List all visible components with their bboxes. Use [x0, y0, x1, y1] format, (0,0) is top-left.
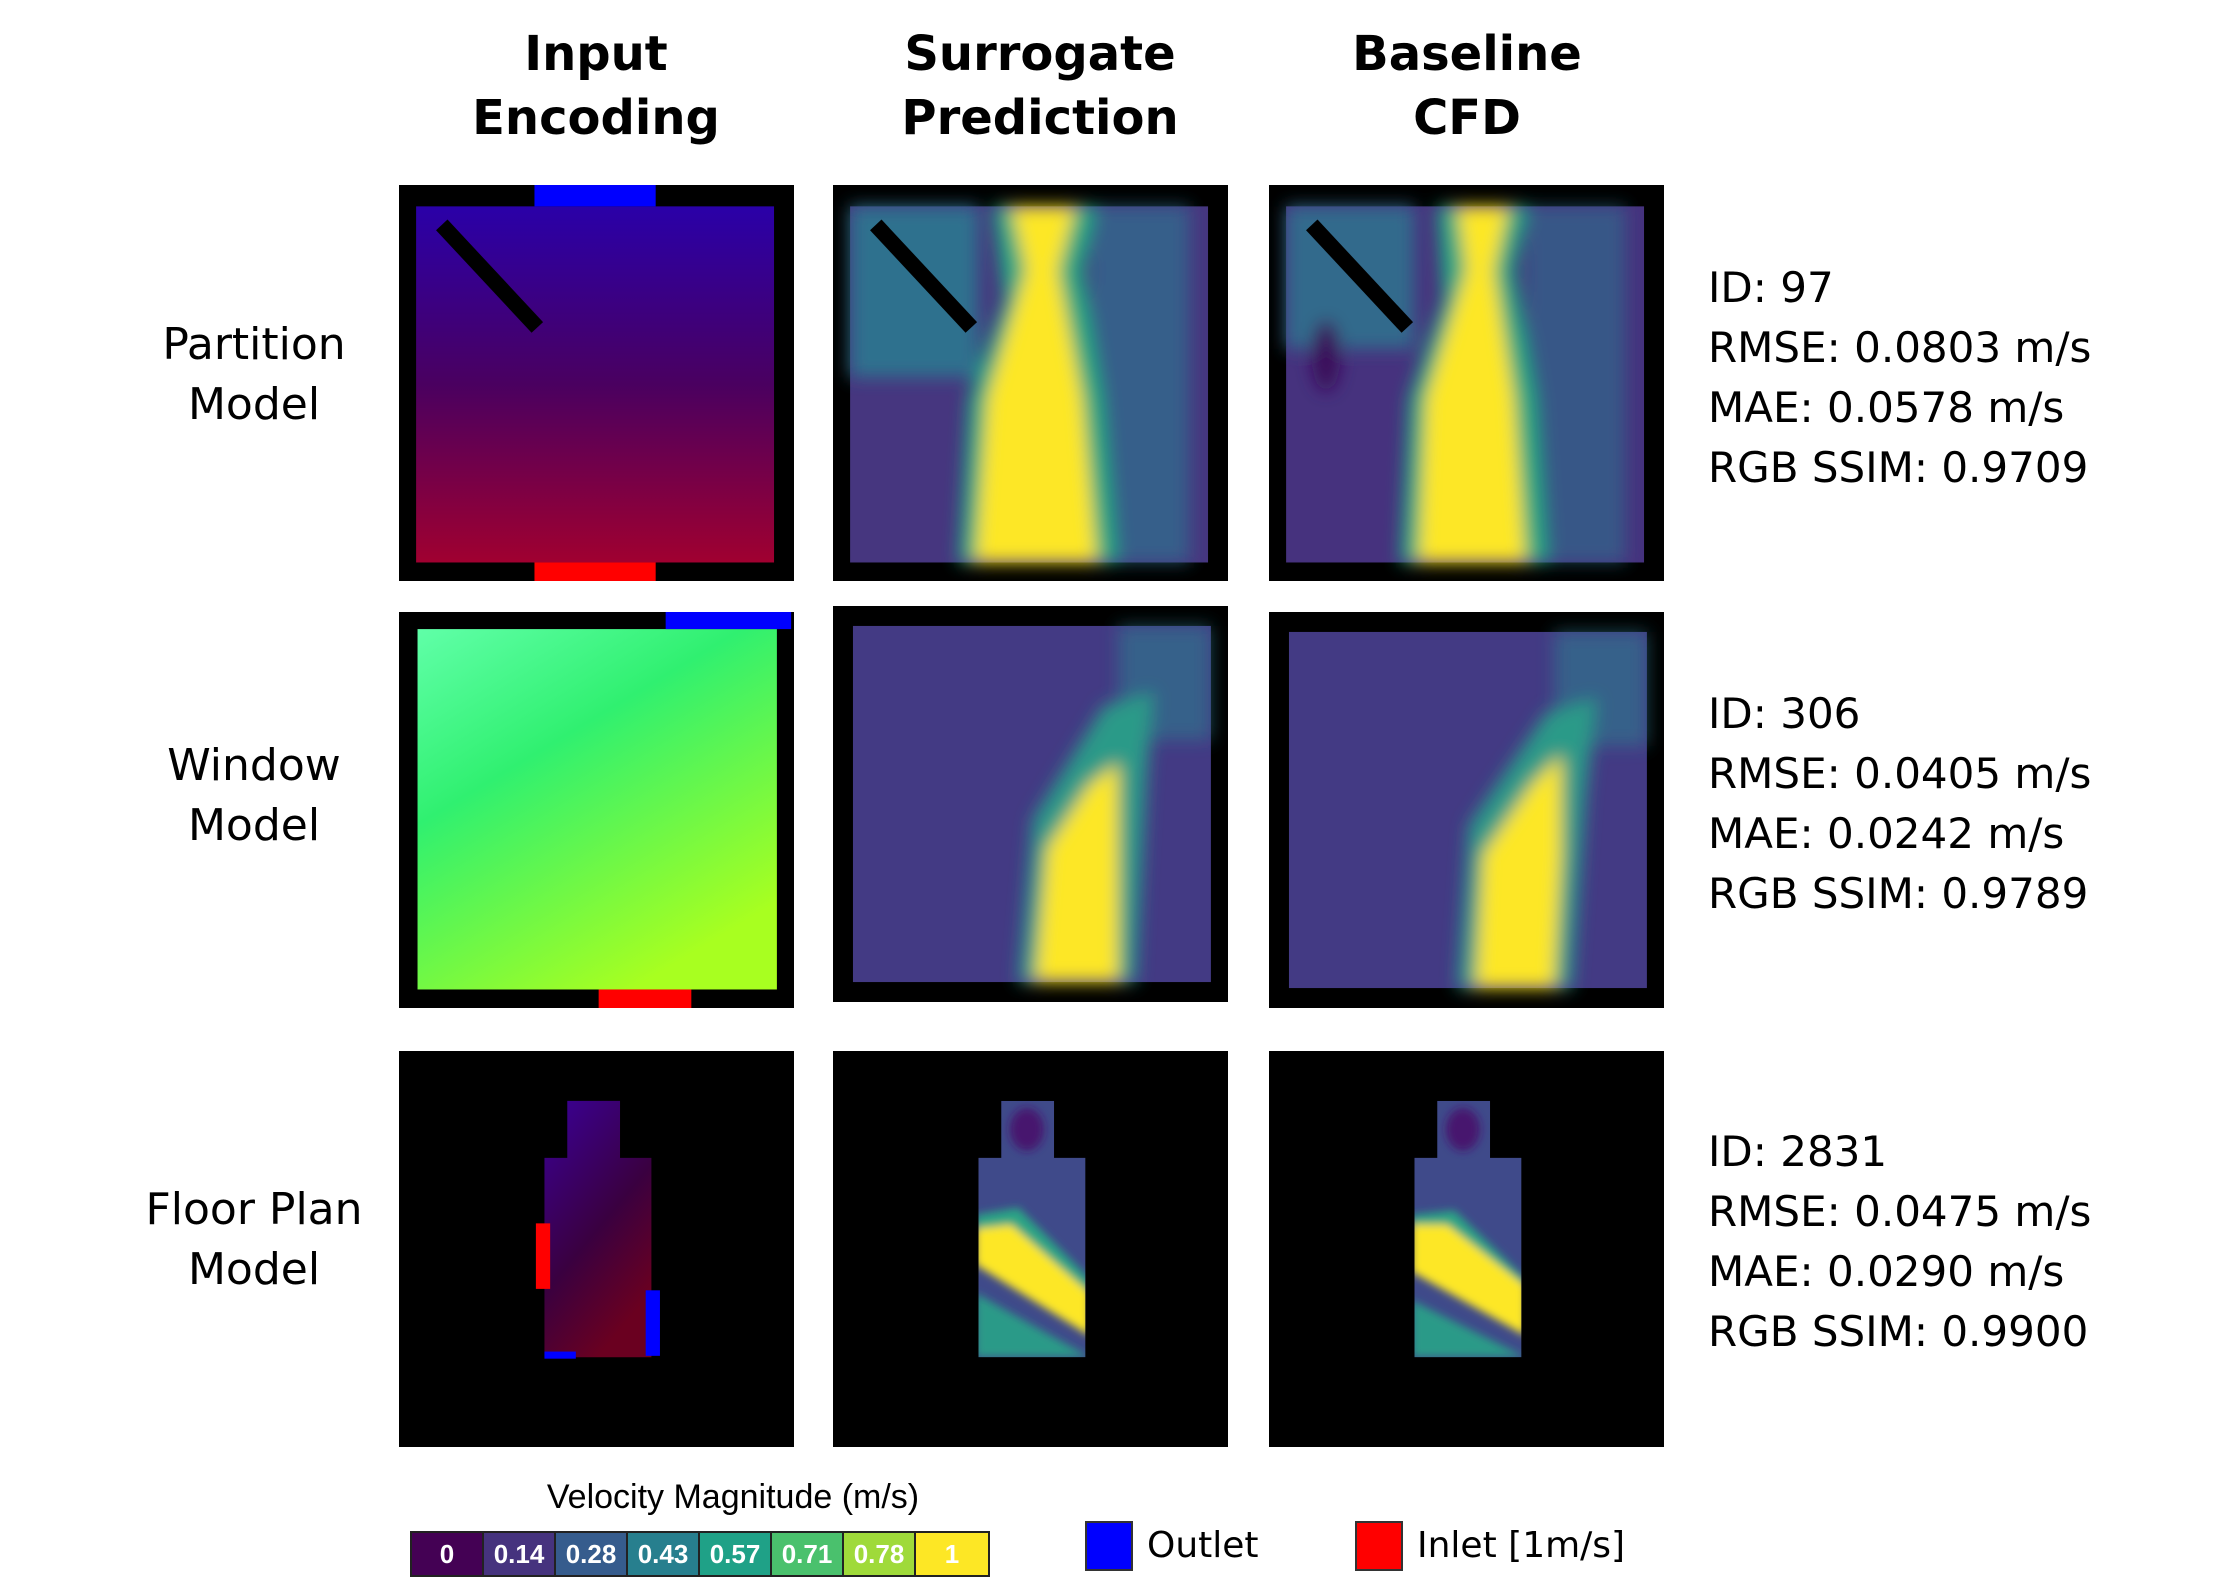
window-input-encoding: [399, 612, 794, 1008]
column-header-input-encoding: Input Encoding: [396, 22, 796, 150]
window-baseline-cfd: [1269, 612, 1664, 1008]
colorbar-segment: 1: [916, 1533, 988, 1575]
partition-baseline-cfd: [1269, 185, 1664, 581]
inlet-marker: [535, 1223, 551, 1289]
header-line: CFD: [1413, 90, 1521, 146]
row-label-floor-plan: Floor Plan Model: [104, 1180, 404, 1300]
row-label-line: Model: [187, 1244, 321, 1295]
window-surrogate-prediction: [833, 606, 1228, 1002]
floor-plan-surrogate-prediction: [833, 1051, 1228, 1447]
stat-rmse: RMSE: 0.0475 m/s: [1708, 1187, 2092, 1236]
stat-ssim: RGB SSIM: 0.9900: [1708, 1307, 2089, 1356]
colorbar-segment: 0.57: [700, 1533, 772, 1575]
outlet-label: Outlet: [1147, 1525, 1259, 1566]
partition-surrogate-prediction: [833, 185, 1228, 581]
header-line: Encoding: [472, 90, 720, 146]
stat-mae: MAE: 0.0290 m/s: [1708, 1247, 2065, 1296]
stat-id: ID: 306: [1708, 689, 1861, 738]
stat-rmse: RMSE: 0.0803 m/s: [1708, 323, 2092, 372]
colorbar-segment: 0.28: [556, 1533, 628, 1575]
header-line: Prediction: [901, 90, 1179, 146]
row-label-line: Model: [187, 379, 321, 430]
outlet-marker: [534, 185, 656, 207]
colorbar-segment: 0.78: [844, 1533, 916, 1575]
row-label-line: Window: [167, 740, 341, 791]
inlet-label: Inlet [1m/s]: [1417, 1525, 1626, 1566]
column-header-surrogate-prediction: Surrogate Prediction: [840, 22, 1240, 150]
floor-plan-input-encoding: [399, 1051, 794, 1447]
stat-mae: MAE: 0.0578 m/s: [1708, 383, 2065, 432]
stat-id: ID: 97: [1708, 263, 1834, 312]
floor-plan-baseline-cfd: [1269, 1051, 1664, 1447]
stat-ssim: RGB SSIM: 0.9709: [1708, 443, 2089, 492]
colorbar-segment: 0.71: [772, 1533, 844, 1575]
stats-partition: ID: 97 RMSE: 0.0803 m/s MAE: 0.0578 m/s …: [1708, 258, 2091, 498]
row-label-window: Window Model: [104, 736, 404, 856]
colorbar-segment: 0.43: [628, 1533, 700, 1575]
outlet-swatch: [1085, 1521, 1133, 1571]
row-label-line: Model: [187, 800, 321, 851]
inlet-marker: [534, 562, 656, 581]
stat-rmse: RMSE: 0.0405 m/s: [1708, 749, 2092, 798]
inlet-swatch: [1355, 1521, 1403, 1571]
colorbar-segment: 0: [412, 1533, 484, 1575]
column-header-baseline-cfd: Baseline CFD: [1267, 22, 1667, 150]
inlet-marker: [598, 989, 692, 1008]
header-line: Surrogate: [904, 26, 1176, 82]
row-label-line: Floor Plan: [145, 1184, 363, 1235]
header-line: Input: [524, 26, 668, 82]
row-label-line: Partition: [162, 319, 346, 370]
outlet-marker: [544, 1351, 576, 1359]
colorbar-title: Velocity Magnitude (m/s): [546, 1478, 920, 1516]
header-line: Baseline: [1352, 26, 1582, 82]
stat-id: ID: 2831: [1708, 1127, 1888, 1176]
stats-window: ID: 306 RMSE: 0.0405 m/s MAE: 0.0242 m/s…: [1708, 684, 2091, 924]
stat-ssim: RGB SSIM: 0.9789: [1708, 869, 2089, 918]
outlet-marker: [665, 612, 792, 630]
partition-wall: [436, 219, 544, 333]
colorbar: 0 0.14 0.28 0.43 0.57 0.71 0.78 1: [410, 1531, 990, 1577]
stat-mae: MAE: 0.0242 m/s: [1708, 809, 2065, 858]
colorbar-segment: 0.14: [484, 1533, 556, 1575]
stats-floor-plan: ID: 2831 RMSE: 0.0475 m/s MAE: 0.0290 m/…: [1708, 1122, 2091, 1362]
outlet-marker: [645, 1290, 660, 1356]
partition-input-encoding: [399, 185, 794, 581]
row-label-partition: Partition Model: [104, 315, 404, 435]
